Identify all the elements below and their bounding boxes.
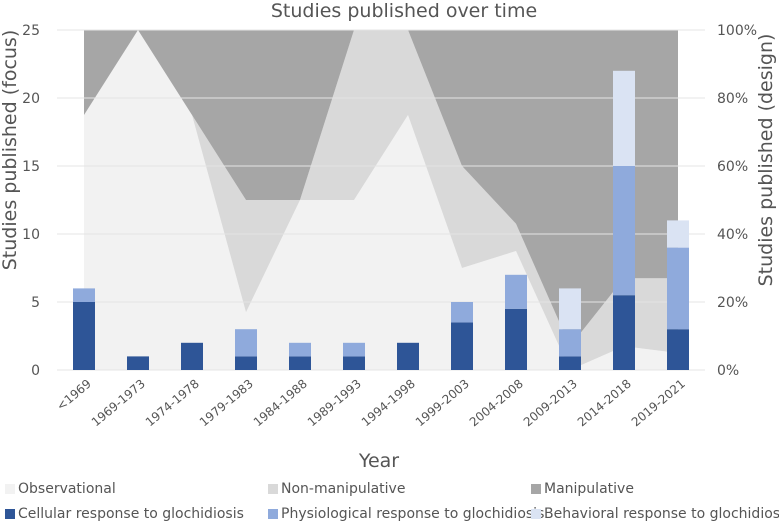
bar-physiological xyxy=(667,247,689,330)
x-tick-label: 1994-1998 xyxy=(359,377,418,430)
bar-physiological xyxy=(289,342,311,357)
bar-cellular xyxy=(73,302,95,370)
bar-physiological xyxy=(451,302,473,323)
bar-cellular xyxy=(127,356,149,370)
legend-label: Manipulative xyxy=(544,481,634,497)
legend-swatch xyxy=(268,484,278,494)
bar-physiological xyxy=(235,329,257,357)
area-layer xyxy=(84,30,678,370)
x-tick-label: 2009-2013 xyxy=(521,377,580,430)
bar-cellular xyxy=(505,308,527,370)
area-manipulative xyxy=(84,30,678,347)
bar-behavioral xyxy=(667,220,689,248)
bar-cellular xyxy=(667,329,689,370)
x-tick-label: 1999-2003 xyxy=(413,377,472,430)
x-tick-label: 2004-2008 xyxy=(467,377,526,430)
x-tick-label: 1979-1983 xyxy=(197,377,256,430)
legend-swatch xyxy=(531,509,541,519)
bar-cellular xyxy=(397,342,419,370)
bar-physiological xyxy=(73,288,95,302)
legend-swatch xyxy=(5,509,15,519)
y2-tick-label: 100% xyxy=(717,23,757,39)
bar-behavioral xyxy=(613,70,635,166)
y-tick-label: 10 xyxy=(22,227,40,243)
bar-physiological xyxy=(613,166,635,296)
legend-swatch xyxy=(5,484,15,494)
legend-swatch xyxy=(268,509,278,519)
bar-physiological xyxy=(343,342,365,357)
y-tick-label: 15 xyxy=(22,159,40,175)
x-axis-ticks: <19691969-19731974-19781979-19831984-198… xyxy=(54,377,688,430)
legend-label: Behavioral response to glochidiosis xyxy=(544,506,779,522)
y2-tick-label: 20% xyxy=(717,295,748,311)
bar-cellular xyxy=(289,356,311,370)
bar-cellular xyxy=(235,356,257,370)
chart-title: Studies published over time xyxy=(271,0,537,22)
y-tick-label: 20 xyxy=(22,91,40,107)
x-tick-label: 1989-1993 xyxy=(305,377,364,430)
y-tick-label: 0 xyxy=(31,363,40,379)
bar-cellular xyxy=(559,356,581,370)
bar-cellular xyxy=(343,356,365,370)
legend-label: Cellular response to glochidiosis xyxy=(18,506,244,522)
y2-tick-label: 40% xyxy=(717,227,748,243)
bar-physiological xyxy=(559,329,581,357)
x-tick-label: 1974-1978 xyxy=(143,377,202,430)
legend-label: Non-manipulative xyxy=(281,481,405,497)
bar-layer xyxy=(73,70,689,370)
bar-cellular xyxy=(613,295,635,370)
x-axis-label: Year xyxy=(358,450,399,472)
y-axis-label: Studies published (focus) xyxy=(0,30,21,271)
y-tick-label: 25 xyxy=(22,23,40,39)
x-tick-label: 2019-2021 xyxy=(629,377,688,430)
bar-physiological xyxy=(505,274,527,309)
legend-label: Physiological response to glochidiosis xyxy=(281,506,544,522)
x-tick-label: 2014-2018 xyxy=(575,377,634,430)
area-observational xyxy=(84,30,678,370)
x-tick-label: 1984-1988 xyxy=(251,377,310,430)
y2-tick-label: 0% xyxy=(717,363,739,379)
y-tick-label: 5 xyxy=(31,295,40,311)
x-tick-label: 1969-1973 xyxy=(89,377,148,430)
legend-label: Observational xyxy=(18,481,116,497)
bar-cellular xyxy=(451,322,473,370)
bar-cellular xyxy=(181,342,203,370)
y2-axis-label: Studies published (design) xyxy=(755,34,777,287)
bar-behavioral xyxy=(559,288,581,330)
y2-tick-label: 60% xyxy=(717,159,748,175)
y2-tick-label: 80% xyxy=(717,91,748,107)
y-axis-ticks: 0 5 10 15 20 25 xyxy=(22,23,40,379)
legend-swatch xyxy=(531,484,541,494)
y2-axis-ticks: 0% 20% 40% 60% 80% 100% xyxy=(717,23,757,379)
x-tick-label: <1969 xyxy=(54,377,94,414)
grid-layer xyxy=(57,29,705,371)
legend: Observational Non-manipulative Manipulativ… xyxy=(5,481,779,522)
